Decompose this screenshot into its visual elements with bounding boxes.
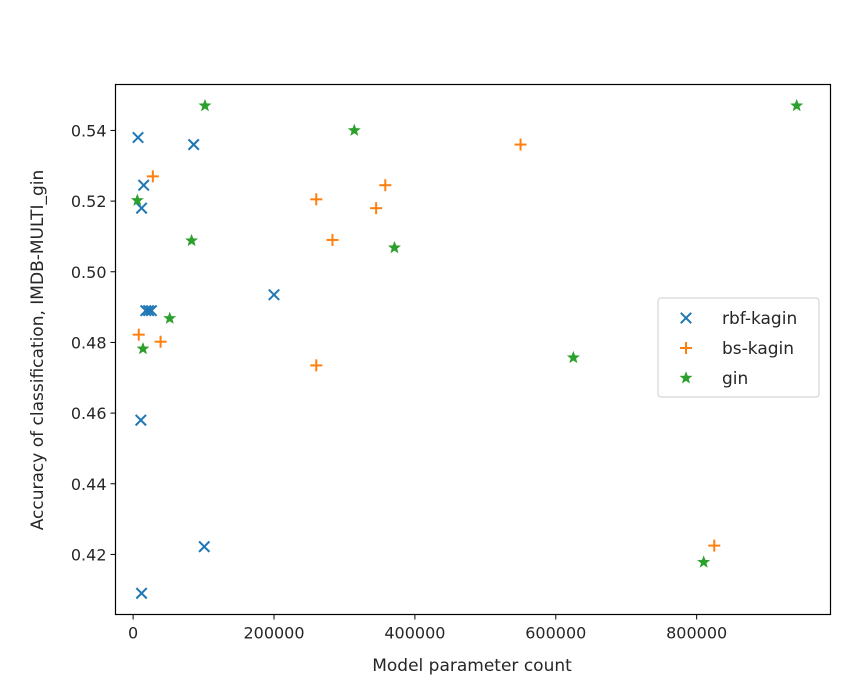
point-rbf-kagin <box>198 540 211 553</box>
point-bs-kagin <box>708 539 721 552</box>
series-bs-kagin <box>132 138 721 552</box>
x-axis-label: Model parameter count <box>372 656 572 676</box>
legend-marker-rbf-kagin <box>680 312 692 324</box>
y-tick-label: 0.42 <box>71 545 107 564</box>
point-rbf-kagin <box>268 288 280 301</box>
legend-marker-gin <box>679 371 693 384</box>
point-gin <box>130 193 144 206</box>
point-gin <box>387 240 401 254</box>
legend-items: rbf-kagin bs-kagin gin <box>679 309 797 389</box>
point-gin <box>347 123 361 136</box>
point-rbf-kagin <box>187 138 200 151</box>
y-tick-label: 0.50 <box>71 263 107 282</box>
point-gin <box>198 98 212 112</box>
x-tick-label: 600000 <box>525 624 586 643</box>
point-bs-kagin <box>514 138 527 151</box>
x-axis-ticks: 0 200000 400000 600000 800000 <box>128 614 727 643</box>
point-bs-kagin <box>379 179 392 192</box>
x-tick-label: 0 <box>128 624 138 643</box>
point-bs-kagin <box>132 328 145 341</box>
point-gin <box>790 98 804 112</box>
x-tick-label: 400000 <box>384 624 445 643</box>
y-tick-label: 0.54 <box>71 121 107 140</box>
point-bs-kagin <box>326 233 339 246</box>
y-tick-label: 0.48 <box>71 333 107 352</box>
point-gin <box>566 350 580 364</box>
point-rbf-kagin <box>137 179 150 192</box>
series-rbf-kagin <box>132 131 280 600</box>
y-axis-label: Accuracy of classification, IMDB-MULTI_g… <box>28 170 48 531</box>
series-gin <box>130 98 804 568</box>
plot-frame <box>114 83 832 616</box>
point-bs-kagin <box>310 193 323 206</box>
x-tick-label: 200000 <box>243 624 304 643</box>
legend-box <box>657 297 820 398</box>
point-bs-kagin <box>370 202 383 215</box>
point-bs-kagin <box>146 170 159 183</box>
point-rbf-kagin <box>145 304 158 317</box>
legend-label-rbf-kagin: rbf-kagin <box>722 309 797 329</box>
point-rbf-kagin <box>142 304 155 317</box>
point-gin <box>136 341 150 355</box>
legend-marker-bs-kagin <box>680 342 692 354</box>
point-rbf-kagin <box>134 414 147 427</box>
y-tick-label: 0.46 <box>71 404 107 423</box>
point-gin <box>697 555 711 568</box>
data-points <box>130 98 804 600</box>
point-bs-kagin <box>310 359 323 372</box>
x-tick-label: 800000 <box>666 624 727 643</box>
point-rbf-kagin <box>135 587 148 600</box>
legend: rbf-kagin bs-kagin gin <box>657 297 820 398</box>
y-tick-label: 0.52 <box>71 192 107 211</box>
legend-label-bs-kagin: bs-kagin <box>722 339 794 359</box>
point-bs-kagin <box>154 335 167 348</box>
y-tick-label: 0.44 <box>71 475 107 494</box>
legend-label-gin: gin <box>722 369 748 389</box>
point-gin <box>185 233 199 247</box>
point-rbf-kagin <box>135 202 148 215</box>
point-gin <box>163 311 177 324</box>
y-axis-ticks: 0.42 0.44 0.46 0.48 0.50 0.52 0.54 <box>71 121 116 564</box>
point-rbf-kagin <box>132 131 144 144</box>
